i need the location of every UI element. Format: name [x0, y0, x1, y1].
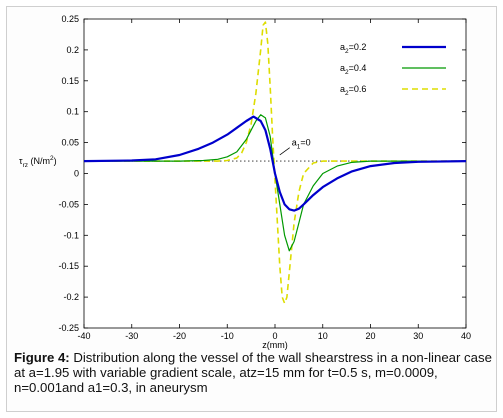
y-tick-label: 0.15 — [61, 76, 79, 86]
y-axis-label-sub: rz — [23, 162, 28, 169]
y-tick-label: -0.05 — [58, 199, 79, 209]
legend-label-post: =0.2 — [349, 42, 367, 52]
y-tick-label: 0.05 — [61, 138, 79, 148]
y-tick-label: -0.1 — [63, 230, 79, 240]
y-axis-label-unit-sup: 2 — [50, 155, 54, 162]
legend-label: a2=0.4 — [340, 63, 366, 76]
legend-label-post: =0.4 — [349, 63, 367, 73]
annotation-post: =0 — [300, 138, 310, 148]
y-tick-label: 0 — [74, 169, 79, 179]
legend-label-sub: 2 — [345, 90, 349, 97]
y-tick-label: 0.25 — [61, 14, 79, 24]
caption-text: Distribution along the vessel of the wal… — [14, 350, 492, 395]
x-tick-label: -40 — [77, 331, 90, 341]
annotation-main: a — [292, 138, 297, 148]
legend-label-main: a — [340, 84, 345, 94]
y-tick-label: -0.25 — [58, 323, 79, 333]
x-axis-label: z(mm) — [262, 340, 288, 350]
x-tick-label: 10 — [318, 331, 328, 341]
x-tick-label: 20 — [365, 331, 375, 341]
y-tick-label: -0.15 — [58, 261, 79, 271]
y-axis-label: τrz (N/m2) — [19, 155, 57, 169]
y-tick-label: 0.1 — [66, 107, 79, 117]
y-tick-label: -0.2 — [63, 292, 79, 302]
x-tick-label: -20 — [173, 331, 186, 341]
y-axis-label-unit: (N/m — [28, 156, 50, 166]
series-line-a2-0-2 — [83, 115, 467, 212]
x-tick-label: 0 — [272, 331, 277, 341]
legend-label: a2=0.6 — [340, 84, 366, 97]
x-tick-label: 40 — [461, 331, 471, 341]
x-tick-label: -30 — [125, 331, 138, 341]
x-tick-label: -10 — [221, 331, 234, 341]
figure-caption: Figure 4: Distribution along the vessel … — [14, 350, 492, 395]
x-tick-label: 30 — [413, 331, 423, 341]
annotation-sub: 1 — [297, 144, 301, 151]
series-line-a2-0-6 — [84, 21, 466, 305]
y-axis-label-symbol: τ — [19, 156, 23, 166]
legend-label-post: =0.6 — [349, 84, 367, 94]
annotation-pointer — [279, 147, 290, 156]
legend-label-sub: 2 — [345, 48, 349, 55]
legend-label-main: a — [340, 63, 345, 73]
annotation-label: a1=0 — [292, 138, 311, 151]
y-axis-label-unit-close: ) — [54, 156, 57, 166]
y-tick-label: 0.2 — [66, 45, 79, 55]
legend-label-sub: 2 — [345, 69, 349, 76]
caption-label: Figure 4: — [14, 350, 70, 365]
legend-label-main: a — [340, 42, 345, 52]
legend-label: a2=0.2 — [340, 42, 366, 55]
